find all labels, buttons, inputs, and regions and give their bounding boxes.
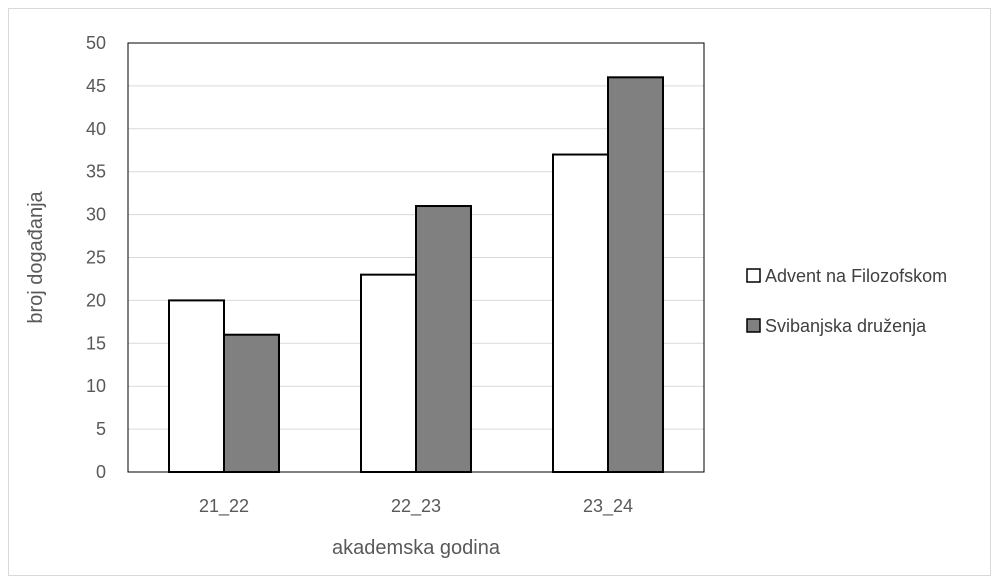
x-tick-label: 23_24 xyxy=(583,496,633,517)
plot-area-border xyxy=(127,42,705,473)
y-tick-label: 25 xyxy=(86,248,106,268)
bar-advent-23_24 xyxy=(552,153,609,473)
x-axis-ticks: 21_22 22_23 23_24 xyxy=(199,496,633,517)
y-tick-label: 20 xyxy=(86,290,106,310)
legend-swatch xyxy=(746,268,761,283)
bar-svibanjska-21_22 xyxy=(223,333,280,473)
bar-svibanjska-22_23 xyxy=(415,205,472,474)
x-tick-label: 22_23 xyxy=(391,496,441,517)
bars xyxy=(168,76,664,474)
legend-label: Svibanjska druženja xyxy=(765,316,927,336)
y-tick-label: 50 xyxy=(86,33,106,53)
y-tick-label: 10 xyxy=(86,376,106,396)
y-axis-title: broj događanja xyxy=(25,190,47,323)
x-axis-title: akademska godina xyxy=(332,537,501,559)
bar-advent-21_22 xyxy=(168,299,225,473)
legend-label: Advent na Filozofskom xyxy=(765,266,947,286)
bar-svibanjska-23_24 xyxy=(607,76,664,473)
chart-frame xyxy=(8,8,991,576)
y-tick-label: 0 xyxy=(96,462,106,482)
y-tick-label: 15 xyxy=(86,333,106,353)
y-tick-label: 30 xyxy=(86,205,106,225)
y-tick-label: 5 xyxy=(96,419,106,439)
x-tick-label: 21_22 xyxy=(199,496,249,517)
y-tick-label: 35 xyxy=(86,162,106,182)
legend-swatch xyxy=(746,318,761,333)
y-tick-label: 40 xyxy=(86,119,106,139)
legend: Advent na Filozofskom Svibanjska druženja xyxy=(746,266,947,336)
bar-advent-22_23 xyxy=(360,273,417,473)
y-tick-label: 45 xyxy=(86,76,106,96)
y-axis-ticks: 0 5 10 15 20 25 30 35 40 45 50 xyxy=(86,33,106,482)
